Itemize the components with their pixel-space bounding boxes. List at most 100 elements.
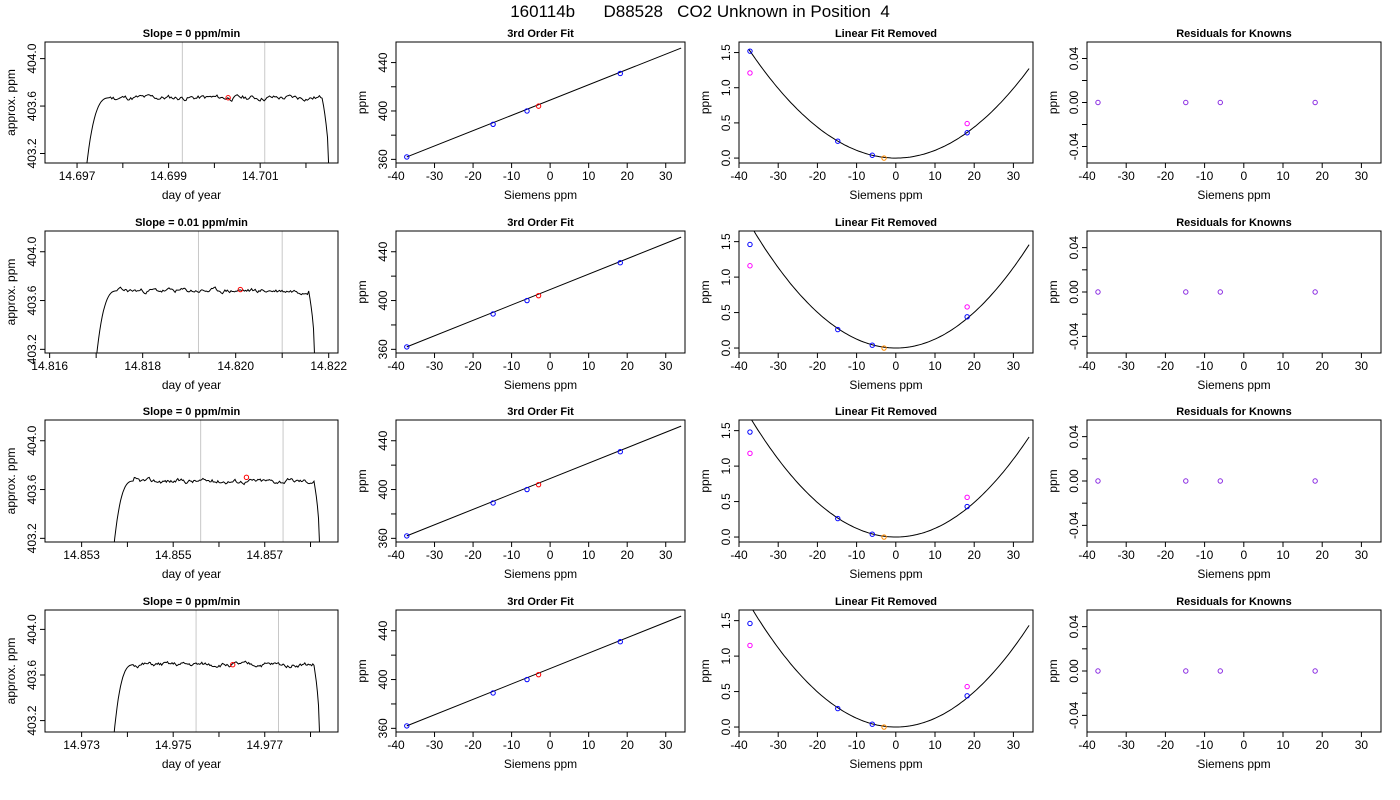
- unknown-point: [881, 155, 887, 161]
- unknown-point: [881, 534, 887, 540]
- y-tick-label: 0.5: [719, 304, 733, 321]
- panel-linear-r3: Linear Fit Removed Siemens ppm ppm -40 -30 -2…: [698, 406, 1034, 581]
- x-tick-label: -40: [387, 359, 405, 373]
- known-standard-point: [490, 121, 496, 127]
- plot-area: [747, 610, 1030, 730]
- concentration-trace: [96, 286, 315, 353]
- plot-area: [86, 42, 330, 163]
- known-standard-point: [404, 723, 410, 729]
- known-standard-point: [747, 48, 753, 54]
- known-standard-point: [490, 500, 496, 506]
- residual-point: [1217, 478, 1223, 484]
- residual-point: [1312, 289, 1318, 295]
- x-tick-label: 0: [892, 169, 899, 183]
- plot-area: [113, 610, 320, 732]
- x-tick-label: 20: [1316, 169, 1330, 183]
- axes-frame: [395, 230, 686, 354]
- unknown-point: [230, 662, 236, 668]
- x-tick-label: -40: [387, 548, 405, 562]
- x-tick-label: -20: [464, 548, 482, 562]
- residual-point: [1312, 99, 1318, 106]
- y-axis-label: approx. ppm: [4, 638, 18, 705]
- x-tick-label: 14.853: [63, 548, 100, 562]
- x-tick-label: -10: [503, 359, 521, 373]
- panel-linear-r2: Linear Fit Removed Siemens ppm ppm -40 -30 -2…: [698, 217, 1034, 392]
- x-tick-label: 0: [1240, 548, 1247, 562]
- x-tick-label: 20: [1316, 738, 1330, 752]
- x-tick-label: -30: [426, 359, 444, 373]
- x-tick-label: 30: [1355, 359, 1369, 373]
- residual-point: [1183, 99, 1189, 106]
- y-tick-label: 403.6: [25, 285, 39, 315]
- y-axis-label: ppm: [355, 91, 369, 114]
- x-tick-label: -20: [464, 738, 482, 752]
- x-tick-label: -20: [809, 738, 827, 752]
- y-tick-label: 400: [376, 669, 390, 689]
- x-tick-label: 20: [621, 359, 635, 373]
- known-standard-point: [964, 503, 970, 510]
- x-tick-label: 30: [1007, 359, 1021, 373]
- axes-frame: [395, 609, 686, 733]
- panel-fit-r4: 3rd Order Fit Siemens ppm ppm -40 -30 -20 -10 0…: [355, 596, 686, 771]
- plot-area: [113, 420, 320, 542]
- known-standard-point: [869, 721, 875, 727]
- x-tick-label: 30: [1355, 738, 1369, 752]
- x-tick-label: 0: [547, 738, 554, 752]
- x-tick-label: 10: [928, 738, 942, 752]
- residual-point: [1183, 289, 1189, 295]
- y-tick-label: 0.00: [1067, 280, 1081, 304]
- y-tick-label: 440: [376, 241, 390, 261]
- unknown-point: [881, 724, 887, 730]
- x-axis-label: Siemens ppm: [1197, 567, 1270, 581]
- panel-timeseries-r2: Slope = 0.01 ppm/min day of year approx. p…: [4, 217, 347, 392]
- axes-frame: [1086, 419, 1382, 543]
- y-tick-label: -0.04: [1067, 322, 1081, 350]
- known-standard-point: [617, 260, 623, 266]
- axes-frame: [44, 41, 339, 164]
- y-tick-label: 440: [376, 620, 390, 640]
- known-standard-point: [869, 531, 875, 537]
- concentration-trace: [113, 476, 320, 542]
- x-tick-label: 30: [1007, 169, 1021, 183]
- y-tick-label: 0.00: [1067, 659, 1081, 683]
- unknown-point: [535, 292, 542, 299]
- unknown-point: [237, 286, 244, 293]
- x-tick-label: -10: [503, 738, 521, 752]
- residual-point: [1217, 99, 1223, 106]
- axes-frame: [738, 419, 1034, 543]
- panel-title: Slope = 0 ppm/min: [143, 28, 241, 40]
- known-standard-point: [964, 130, 970, 136]
- panel-timeseries-r1: Slope = 0 ppm/min day of year approx. ppm 1…: [4, 28, 339, 202]
- known-standard-point: [524, 486, 530, 493]
- x-tick-label: 0: [1240, 359, 1247, 373]
- known-standard-point: [835, 515, 841, 522]
- residual-point: [1217, 289, 1223, 295]
- y-tick-label: 0.04: [1067, 425, 1081, 449]
- plot-area: [747, 231, 1030, 351]
- residual-point: [1312, 478, 1318, 484]
- alternate-point: [747, 450, 753, 457]
- x-tick-label: -30: [770, 359, 788, 373]
- plot-area: [1095, 478, 1318, 484]
- y-tick-label: 400: [376, 290, 390, 310]
- x-tick-label: 14.699: [150, 169, 187, 183]
- x-tick-label: -10: [1196, 169, 1214, 183]
- quadratic-curve: [751, 420, 1030, 538]
- plot-area: [96, 231, 315, 353]
- x-tick-label: 14.857: [246, 548, 283, 562]
- x-axis-label: Siemens ppm: [849, 188, 922, 202]
- known-standard-point: [747, 429, 753, 435]
- alternate-point: [964, 683, 970, 690]
- unknown-point: [881, 345, 887, 351]
- x-tick-label: -10: [503, 548, 521, 562]
- panel-residual-r1: Residuals for Knowns Siemens ppm ppm -40 -30…: [1046, 28, 1382, 202]
- x-tick-label: -40: [1078, 169, 1096, 183]
- y-tick-label: 403.6: [25, 660, 39, 690]
- y-axis-label: ppm: [698, 91, 712, 114]
- x-tick-label: -30: [1118, 548, 1136, 562]
- y-tick-label: 0.5: [719, 493, 733, 510]
- x-tick-label: -20: [1157, 548, 1175, 562]
- x-tick-label: 0: [1240, 738, 1247, 752]
- y-tick-label: 404.0: [25, 425, 39, 455]
